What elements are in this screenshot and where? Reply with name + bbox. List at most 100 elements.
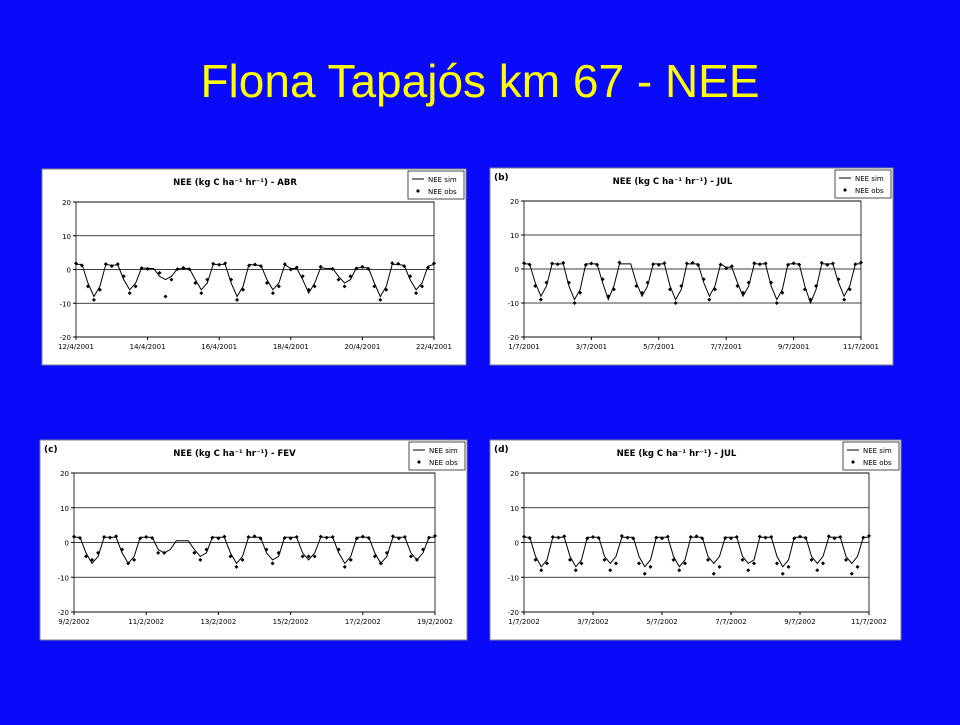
y-tick-label: 20: [510, 470, 519, 478]
obs-point: [741, 290, 746, 295]
y-tick-label: 10: [510, 232, 519, 240]
obs-point: [127, 291, 132, 296]
obs-point: [684, 261, 689, 266]
obs-point: [578, 290, 583, 295]
plot-area: [75, 201, 435, 338]
obs-point: [595, 262, 600, 267]
legend-box: [834, 169, 892, 199]
obs-point: [642, 571, 647, 576]
obs-point: [774, 301, 779, 305]
legend-label: NEE obs: [863, 459, 892, 467]
y-tick-label: -20: [60, 334, 71, 342]
obs-point: [211, 261, 216, 266]
obs-point: [288, 536, 293, 541]
y-tick-label: 0: [515, 540, 519, 548]
obs-point: [527, 535, 532, 540]
obs-point: [312, 284, 317, 289]
obs-point: [561, 260, 566, 265]
obs-point: [819, 260, 824, 265]
obs-point: [579, 561, 584, 566]
y-tick-label: 10: [62, 233, 71, 241]
obs-point: [539, 568, 544, 573]
obs-point: [677, 568, 682, 573]
obs-point: [648, 564, 653, 569]
obs-point: [734, 534, 739, 539]
obs-point: [803, 535, 808, 540]
obs-point: [673, 301, 678, 305]
obs-point: [707, 297, 712, 302]
obs-point: [591, 534, 595, 539]
obs-point: [426, 535, 431, 540]
obs-point: [234, 564, 239, 569]
y-tick-label: -10: [58, 574, 69, 582]
y-tick-label: 10: [510, 505, 519, 513]
obs-point: [175, 267, 180, 272]
obs-point: [723, 535, 728, 540]
obs-point: [205, 277, 210, 282]
obs-point: [72, 534, 76, 539]
obs-point: [414, 291, 419, 296]
y-tick-label: -20: [508, 609, 519, 617]
obs-point: [210, 535, 215, 540]
obs-point: [797, 262, 802, 267]
obs-point: [138, 536, 143, 541]
obs-point: [402, 534, 407, 539]
obs-point: [656, 262, 661, 267]
obs-point: [229, 277, 234, 282]
obs-point: [282, 262, 287, 267]
obs-point: [625, 535, 630, 540]
obs-point: [832, 536, 837, 541]
legend-marker: [851, 460, 855, 464]
obs-point: [690, 260, 695, 265]
panel-label: (c): [44, 445, 58, 455]
obs-point: [711, 571, 716, 576]
obs-point: [634, 284, 639, 288]
obs-point: [757, 534, 762, 539]
obs-point: [157, 270, 162, 275]
obs-point: [336, 547, 341, 552]
obs-point: [103, 262, 108, 267]
x-tick-label: 1/7/2002: [508, 618, 539, 626]
y-tick-label: -20: [58, 609, 69, 617]
y-tick-label: 20: [60, 470, 69, 478]
obs-point: [396, 261, 401, 266]
legend-label: NEE obs: [855, 187, 884, 195]
obs-point: [408, 554, 413, 559]
obs-point: [384, 287, 389, 292]
obs-point: [671, 557, 676, 562]
obs-point: [74, 261, 78, 266]
obs-point: [390, 261, 395, 266]
obs-point: [433, 533, 437, 538]
obs-point: [372, 284, 377, 289]
obs-point: [264, 281, 269, 285]
chart-title: NEE (kg C ha⁻¹ hr⁻¹) - JUL: [613, 177, 733, 187]
legend-label: NEE sim: [863, 447, 892, 455]
obs-point: [814, 284, 819, 288]
obs-point: [360, 264, 365, 269]
panel-label: (b): [494, 173, 509, 183]
obs-point: [372, 554, 377, 559]
obs-point: [108, 535, 113, 540]
obs-point: [717, 564, 722, 569]
legend-label: NEE sim: [429, 447, 458, 455]
legend-label: NEE sim: [428, 176, 457, 184]
obs-point: [336, 277, 341, 282]
obs-point: [348, 274, 353, 279]
x-tick-label: 11/2/2002: [128, 618, 164, 626]
obs-point: [276, 550, 281, 555]
obs-point: [617, 260, 622, 265]
obs-point: [815, 568, 820, 573]
obs-point: [763, 535, 768, 540]
obs-point: [775, 561, 779, 566]
obs-point: [585, 536, 590, 541]
obs-point: [96, 550, 101, 555]
legend-label: NEE sim: [855, 175, 884, 183]
y-tick-label: -10: [508, 300, 519, 308]
slide-title: Flona Tapajós km 67 - NEE: [200, 55, 759, 107]
obs-point: [608, 568, 613, 573]
obs-point: [596, 535, 601, 540]
legend-label: NEE obs: [429, 459, 458, 467]
obs-point: [318, 534, 323, 539]
y-tick-label: 20: [62, 199, 71, 207]
